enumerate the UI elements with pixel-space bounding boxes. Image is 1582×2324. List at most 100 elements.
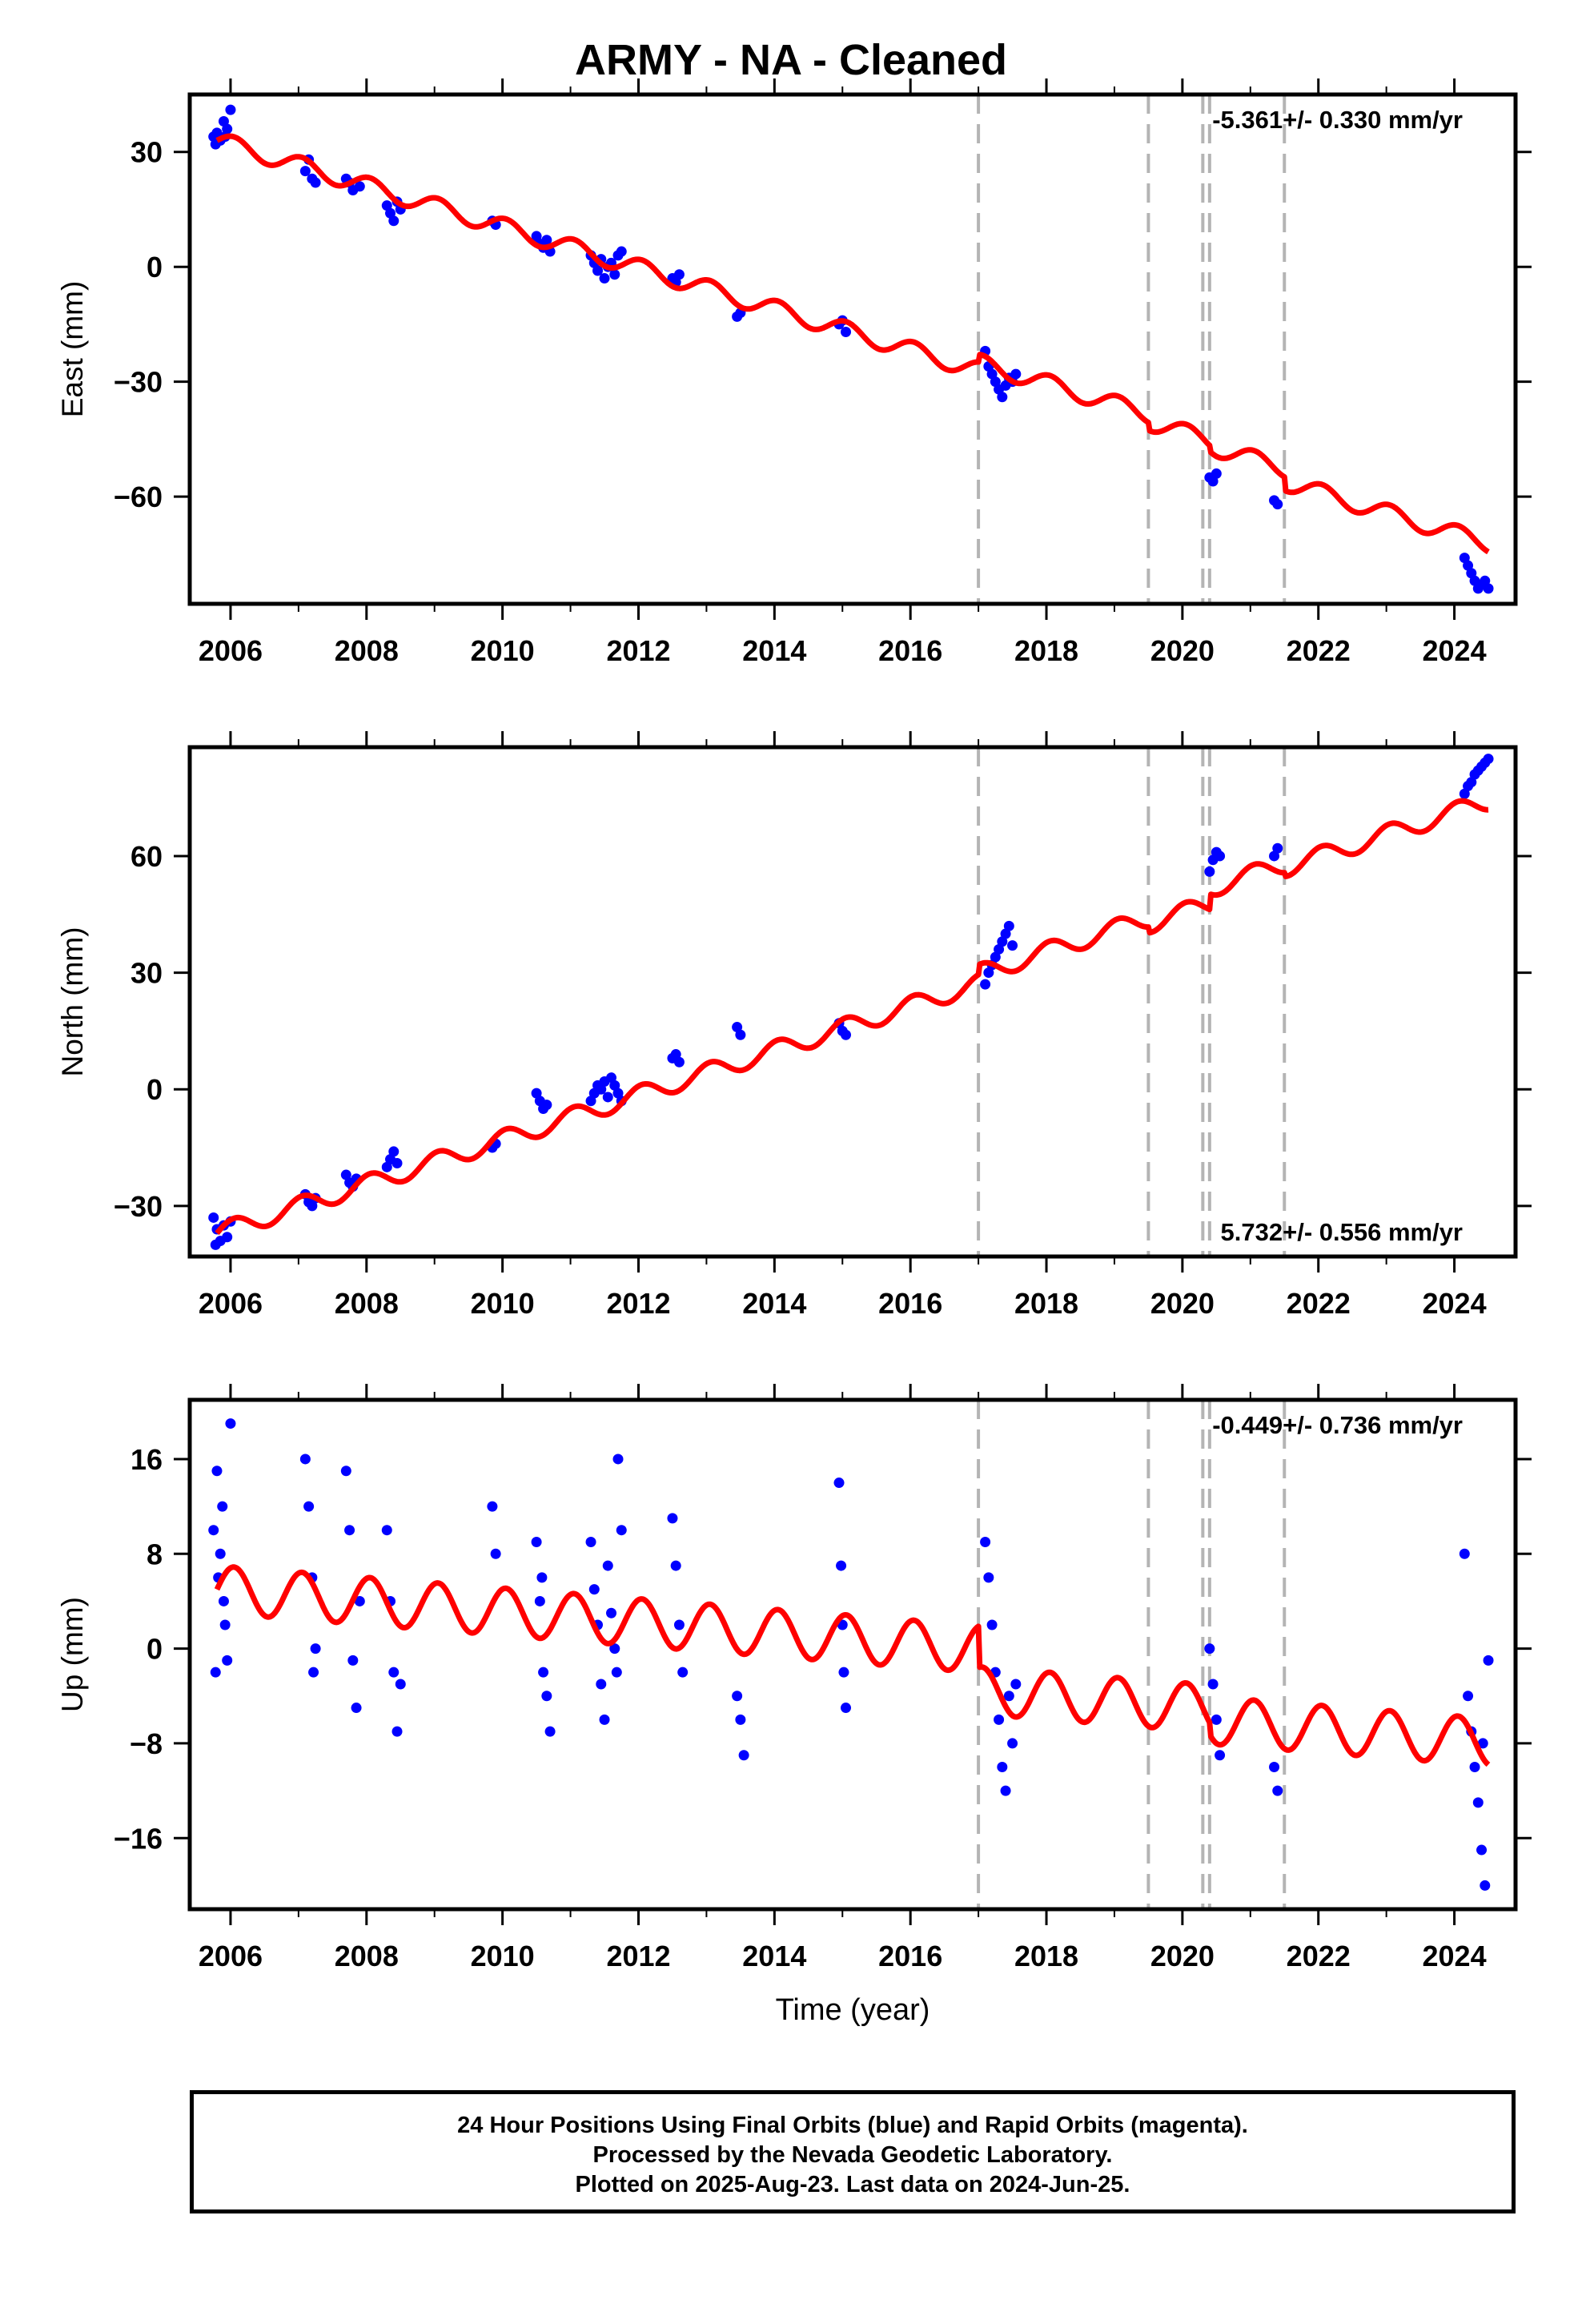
data-point bbox=[1463, 1691, 1474, 1702]
x-tick-label: 2006 bbox=[199, 1940, 263, 1972]
data-point bbox=[217, 1501, 228, 1512]
data-point bbox=[609, 269, 620, 280]
data-point bbox=[219, 1619, 231, 1630]
data-point bbox=[735, 1029, 746, 1040]
data-point bbox=[531, 1088, 542, 1099]
data-point bbox=[1483, 583, 1494, 594]
x-tick-label: 2008 bbox=[335, 1287, 399, 1320]
data-point bbox=[490, 1548, 501, 1559]
data-point bbox=[841, 1703, 852, 1714]
y-tick-label: 16 bbox=[130, 1443, 163, 1476]
data-point bbox=[534, 1595, 545, 1606]
data-point bbox=[1215, 850, 1226, 862]
data-point bbox=[210, 1667, 221, 1678]
data-point bbox=[616, 246, 627, 257]
data-point bbox=[667, 1513, 678, 1524]
y-axis-label: North (mm) bbox=[56, 927, 89, 1076]
data-point bbox=[1269, 850, 1280, 862]
data-point bbox=[1272, 1785, 1283, 1796]
data-point bbox=[1215, 1750, 1226, 1761]
x-tick-label: 2016 bbox=[878, 634, 942, 667]
y-tick-label: −60 bbox=[114, 480, 163, 513]
data-point bbox=[841, 326, 852, 337]
x-tick-label: 2020 bbox=[1150, 1940, 1215, 1972]
x-tick-label: 2006 bbox=[199, 634, 263, 667]
data-point bbox=[354, 1595, 365, 1606]
data-point bbox=[487, 1501, 498, 1512]
data-point bbox=[1483, 754, 1494, 765]
data-point bbox=[1000, 1785, 1011, 1796]
data-point bbox=[215, 1548, 226, 1559]
data-point bbox=[983, 1572, 994, 1583]
model-fit-line bbox=[214, 1564, 1491, 1767]
data-point bbox=[1211, 1714, 1222, 1725]
data-point bbox=[1007, 1738, 1018, 1749]
data-point bbox=[381, 1525, 392, 1536]
y-tick-label: 0 bbox=[147, 1073, 163, 1106]
data-point bbox=[1010, 1679, 1022, 1690]
x-tick-label: 2010 bbox=[471, 1940, 535, 1972]
x-tick-label: 2008 bbox=[335, 634, 399, 667]
x-tick-label: 2022 bbox=[1287, 1940, 1351, 1972]
data-point bbox=[210, 1239, 221, 1250]
x-tick-label: 2022 bbox=[1287, 1287, 1351, 1320]
data-point bbox=[225, 1418, 236, 1429]
data-point bbox=[340, 1169, 351, 1180]
footer-line-2: Processed by the Nevada Geodetic Laborat… bbox=[592, 2142, 1113, 2168]
data-point bbox=[994, 1714, 1005, 1725]
x-tick-label: 2016 bbox=[878, 1287, 942, 1320]
data-point bbox=[599, 273, 610, 284]
data-point bbox=[1459, 1548, 1470, 1559]
plots-svg: 2006 2008 2010 2012 2014 2016 2018 2020 2022 2024… bbox=[56, 78, 1532, 2027]
data-point bbox=[222, 1655, 233, 1666]
plot-frame bbox=[187, 92, 1518, 606]
data-point bbox=[732, 1691, 743, 1702]
data-point bbox=[1472, 1797, 1484, 1808]
x-tick-label: 2012 bbox=[606, 1940, 670, 1972]
data-point bbox=[218, 1595, 229, 1606]
x-tick-label: 2018 bbox=[1014, 1287, 1078, 1320]
data-point bbox=[602, 1092, 613, 1103]
x-tick-label: 2014 bbox=[742, 634, 806, 667]
data-point bbox=[531, 1536, 542, 1547]
data-point bbox=[616, 1525, 627, 1536]
data-point bbox=[606, 1072, 617, 1084]
data-point bbox=[606, 1607, 617, 1618]
data-point bbox=[841, 1029, 852, 1040]
model-fit-line bbox=[215, 133, 1490, 555]
y-tick-label: 30 bbox=[130, 136, 163, 169]
data-point bbox=[208, 1212, 219, 1223]
data-point bbox=[1459, 788, 1470, 799]
x-tick-label: 2010 bbox=[471, 634, 535, 667]
data-point bbox=[980, 1536, 991, 1547]
data-point bbox=[596, 1679, 607, 1690]
data-point bbox=[541, 1691, 552, 1702]
data-point bbox=[673, 1056, 685, 1068]
y-axis-label: East (mm) bbox=[56, 281, 89, 418]
data-point bbox=[347, 1655, 359, 1666]
data-point bbox=[732, 1022, 743, 1033]
data-point bbox=[1207, 1679, 1219, 1690]
model-fit-line bbox=[215, 798, 1490, 1236]
x-tick-label: 2012 bbox=[606, 634, 670, 667]
data-point bbox=[994, 943, 1005, 955]
data-point bbox=[980, 979, 991, 990]
data-point bbox=[541, 1100, 552, 1111]
data-point bbox=[381, 1161, 392, 1172]
data-point bbox=[1272, 842, 1283, 854]
rate-annotation: 5.732+/- 0.556 mm/yr bbox=[1221, 1218, 1463, 1246]
data-point bbox=[388, 215, 400, 227]
data-point bbox=[225, 104, 236, 115]
x-tick-label: 2024 bbox=[1423, 634, 1487, 667]
data-point bbox=[391, 1726, 403, 1737]
data-point bbox=[1003, 1691, 1014, 1702]
data-point bbox=[1466, 777, 1477, 788]
data-point bbox=[838, 1667, 849, 1678]
data-point bbox=[1000, 928, 1011, 939]
data-point bbox=[986, 1619, 998, 1630]
footer-line-1: 24 Hour Positions Using Final Orbits (bl… bbox=[457, 2113, 1248, 2138]
x-tick-label: 2008 bbox=[335, 1940, 399, 1972]
data-point bbox=[609, 1643, 620, 1655]
data-point bbox=[1480, 1880, 1491, 1891]
data-point bbox=[222, 1232, 233, 1243]
